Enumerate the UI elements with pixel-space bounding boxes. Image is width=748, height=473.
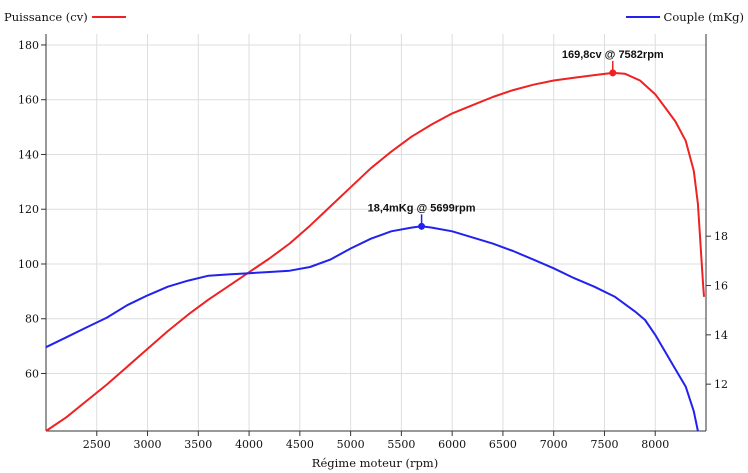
x-tick-label: 4500 (286, 438, 314, 451)
annotations: 169,8cv @ 7582rpm 18,4mKg @ 5699rpm (368, 49, 664, 230)
x-axis-title: Régime moteur (rpm) (312, 456, 438, 470)
y-right-tick-label: 16 (714, 280, 728, 293)
x-tick-label: 7500 (590, 438, 618, 451)
legend-power[interactable]: Puissance (cv) (4, 10, 126, 24)
x-tick-label: 6500 (489, 438, 517, 451)
series-lines (45, 71, 705, 432)
y-right-tick-label: 18 (714, 230, 728, 243)
x-tick-label: 2500 (83, 438, 111, 451)
x-tick-label: 4000 (235, 438, 263, 451)
legend-torque[interactable]: Couple (mKg) (626, 10, 744, 24)
x-tick-label: 5500 (387, 438, 415, 451)
y-left-tick-label: 120 (18, 203, 39, 216)
y-right-tick-label: 12 (714, 378, 728, 391)
x-tick-label: 6000 (438, 438, 466, 451)
x-tick-label: 3000 (134, 438, 162, 451)
x-tick-label: 3500 (184, 438, 212, 451)
y-left-tick-label: 80 (25, 313, 39, 326)
legend-torque-label: Couple (mKg) (664, 10, 744, 24)
y-left-tick-label: 140 (18, 148, 39, 161)
axes: 2500 3000 3500 4000 4500 5000 5500 6000 6500 7000… (18, 34, 728, 451)
y-left-tick-label: 160 (18, 94, 39, 107)
power-line (45, 71, 705, 432)
torque-line (45, 225, 699, 432)
x-tick-label: 5000 (337, 438, 365, 451)
legend-power-label: Puissance (cv) (4, 10, 88, 24)
torque-peak-marker (418, 222, 426, 230)
y-left-tick-label: 60 (25, 368, 39, 381)
grid (46, 34, 706, 431)
x-tick-label: 8000 (641, 438, 669, 451)
power-peak-marker (609, 69, 617, 77)
y-left-tick-label: 100 (18, 258, 39, 271)
y-left-tick-label: 180 (18, 39, 39, 52)
torque-peak-label: 18,4mKg @ 5699rpm (368, 202, 476, 214)
y-right-tick-label: 14 (714, 329, 728, 342)
power-peak-label: 169,8cv @ 7582rpm (562, 49, 664, 61)
x-tick-label: 7000 (540, 438, 568, 451)
